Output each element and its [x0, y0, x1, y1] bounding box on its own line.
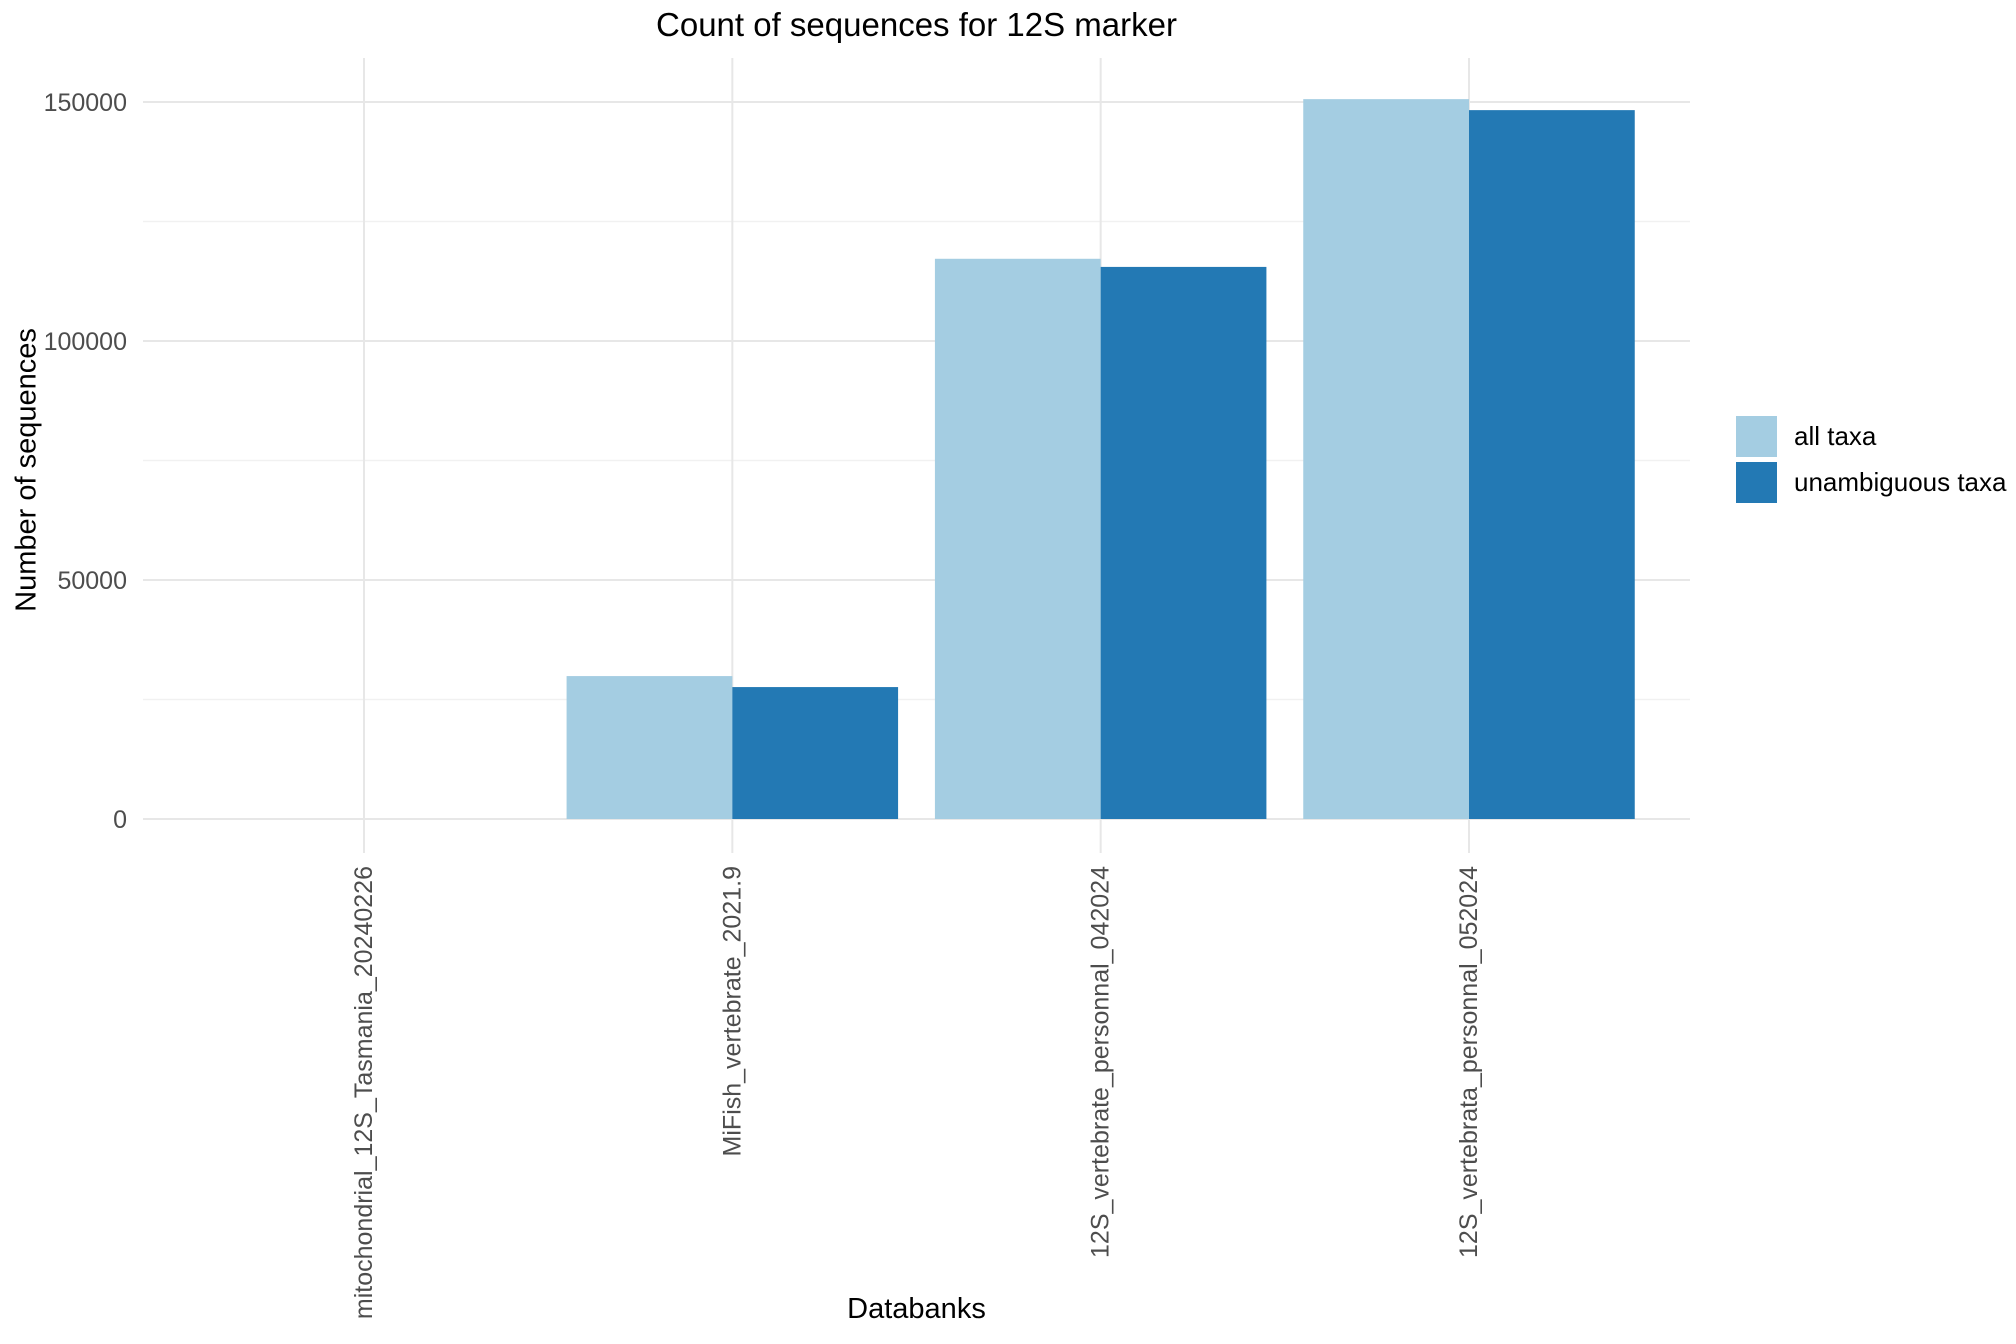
bar-all-taxa-mifish-vertebrate-2021-9	[566, 676, 733, 819]
legend-swatch-unambiguous-taxa	[1736, 462, 1777, 503]
x-tick-label-12s-vertebrate-personnal-042024: 12S_vertebrate_personnal_042024	[1087, 866, 1115, 1258]
x-tick-label-mifish-vertebrate-2021-9: MiFish_vertebrate_2021.9	[718, 866, 746, 1156]
chart-title: Count of sequences for 12S marker	[656, 6, 1177, 43]
legend-label-all-taxa: all taxa	[1794, 421, 1877, 451]
y-tick-label-150000: 150000	[44, 89, 127, 117]
bar-all-taxa-12s-vertebrate-personnal-042024	[934, 258, 1101, 819]
legend: all taxa unambiguous taxa	[1736, 416, 2006, 503]
legend-swatch-all-taxa	[1736, 416, 1777, 457]
bar-unambiguous-taxa-mifish-vertebrate-2021-9	[732, 687, 899, 819]
x-tick-label-mitochondrial-12s-tasmania-20240226: mitochondrial_12S_Tasmania_20240226	[350, 866, 378, 1319]
bar-unambiguous-taxa-12s-vertebrata-personnal-052024	[1469, 110, 1635, 820]
y-tick-label-50000: 50000	[57, 567, 127, 595]
legend-item-unambiguous-taxa: unambiguous taxa	[1736, 462, 2006, 503]
x-axis-title: Databanks	[847, 1293, 986, 1325]
y-tick-label-0: 0	[113, 806, 127, 834]
legend-item-all-taxa: all taxa	[1736, 416, 2006, 457]
legend-label-unambiguous-taxa: unambiguous taxa	[1794, 467, 2007, 497]
x-tick-label-12s-vertebrata-personnal-052024: 12S_vertebrata_personnal_052024	[1455, 866, 1483, 1258]
bar-unambiguous-taxa-12s-vertebrate-personnal-042024	[1100, 266, 1267, 819]
bar-all-taxa-12s-vertebrata-personnal-052024	[1303, 99, 1469, 819]
y-tick-label-100000: 100000	[44, 328, 127, 356]
